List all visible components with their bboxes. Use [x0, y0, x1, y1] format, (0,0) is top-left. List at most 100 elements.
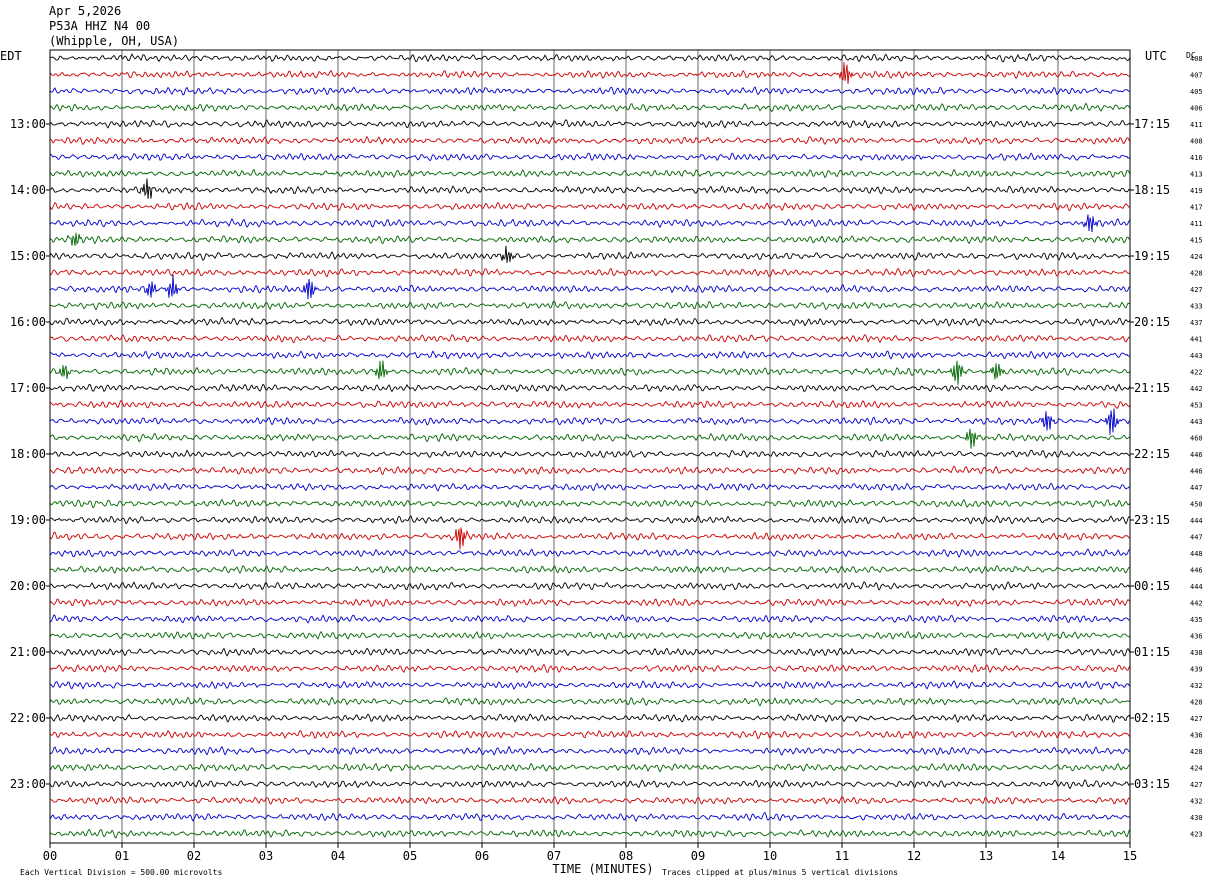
left-hour-label: 17:00: [10, 381, 46, 395]
seismic-trace: [49, 449, 1131, 459]
right-hour-label: 17:15: [1134, 117, 1170, 131]
seismic-trace: [49, 201, 1131, 212]
dc-offset-value: 427: [1190, 286, 1203, 294]
dc-offset-value: 450: [1190, 501, 1203, 509]
seismic-trace: [49, 360, 1131, 386]
x-tick-label: 09: [691, 849, 705, 863]
dc-offset-value: 428: [1190, 699, 1203, 707]
seismic-trace: [49, 565, 1131, 575]
dc-offset-value: 441: [1190, 336, 1203, 344]
seismic-trace: [49, 828, 1131, 839]
footer-clip-note: Traces clipped at plus/minus 5 vertical …: [662, 868, 898, 877]
right-hour-label: 21:15: [1134, 381, 1170, 395]
left-timezone-label: EDT: [0, 49, 22, 63]
seismic-trace: [49, 118, 1131, 129]
dc-offset-value: 416: [1190, 154, 1203, 162]
seismic-trace: [49, 548, 1131, 559]
dc-offset-value: 446: [1190, 468, 1203, 476]
seismic-trace: [49, 729, 1131, 740]
dc-offset-value: 427: [1190, 781, 1203, 789]
seismic-trace: [49, 53, 1131, 63]
x-tick-label: 10: [763, 849, 777, 863]
left-hour-label: 19:00: [10, 513, 46, 527]
dc-offset-value: 442: [1190, 385, 1203, 393]
dc-offset-value: 423: [1190, 831, 1203, 839]
seismic-trace: [49, 350, 1131, 360]
seismic-trace: [49, 267, 1131, 278]
seismic-trace: [49, 696, 1131, 707]
dc-offset-value: 428: [1190, 748, 1203, 756]
right-hour-label: 03:15: [1134, 777, 1170, 791]
x-tick-label: 07: [547, 849, 561, 863]
seismic-trace: [49, 795, 1131, 806]
seismic-trace: [49, 482, 1131, 492]
seismic-trace: [49, 663, 1131, 674]
dc-offset-value: 432: [1190, 682, 1203, 690]
seismic-trace: [49, 614, 1131, 624]
dc-offset-value: 438: [1190, 649, 1203, 657]
seismic-trace: [49, 300, 1131, 311]
dc-offset-value: 417: [1190, 204, 1203, 212]
seismic-trace: [49, 680, 1131, 690]
x-tick-label: 15: [1123, 849, 1137, 863]
seismic-trace: [49, 135, 1131, 146]
dc-offset-value: 419: [1190, 187, 1203, 195]
dc-offset-value: 436: [1190, 633, 1203, 641]
x-tick-label: 08: [619, 849, 633, 863]
dc-offset-value: 428: [1190, 270, 1203, 278]
dc-offset-value: 447: [1190, 484, 1203, 492]
x-tick-label: 05: [403, 849, 417, 863]
plot-frame: [49, 49, 1131, 844]
seismic-trace: [49, 762, 1131, 773]
dc-offset-value: 406: [1190, 105, 1203, 113]
dc-offset-value: 430: [1190, 814, 1203, 822]
right-hour-label: 22:15: [1134, 447, 1170, 461]
seismic-trace: [49, 152, 1131, 162]
dc-offset-value: 408: [1190, 55, 1203, 63]
left-hour-label: 14:00: [10, 183, 46, 197]
dc-offset-value: 413: [1190, 171, 1203, 179]
dc-offset-value: 432: [1190, 798, 1203, 806]
dc-offset-value: 436: [1190, 732, 1203, 740]
seismic-trace: [49, 62, 1131, 84]
seismic-trace: [49, 86, 1131, 96]
right-hour-label: 00:15: [1134, 579, 1170, 593]
trace-layer: [49, 53, 1131, 839]
dc-offset-value: 443: [1190, 352, 1203, 360]
seismic-trace: [49, 647, 1131, 657]
x-tick-label: 13: [979, 849, 993, 863]
seismic-trace: [49, 597, 1131, 608]
seismic-trace: [49, 214, 1131, 233]
left-hour-label: 20:00: [10, 579, 46, 593]
dc-offset-value: 411: [1190, 220, 1203, 228]
right-hour-label: 18:15: [1134, 183, 1170, 197]
dc-offset-value: 460: [1190, 435, 1203, 443]
header-date: Apr 5,2026: [49, 4, 121, 18]
seismic-trace: [49, 275, 1131, 300]
seismic-trace: [49, 333, 1131, 344]
x-tick-label: 04: [331, 849, 345, 863]
seismic-trace: [49, 178, 1131, 199]
left-hour-label: 16:00: [10, 315, 46, 329]
left-hour-label: 13:00: [10, 117, 46, 131]
dc-offset-value: 407: [1190, 72, 1203, 80]
seismic-trace: [49, 630, 1131, 642]
dc-offset-value: 437: [1190, 319, 1203, 327]
dc-offset-value: 447: [1190, 534, 1203, 542]
seismic-trace: [49, 383, 1131, 393]
dc-offset-value: 443: [1190, 418, 1203, 426]
left-hour-label: 15:00: [10, 249, 46, 263]
seismic-trace: [49, 745, 1131, 756]
x-tick-label: 00: [43, 849, 57, 863]
seismic-trace: [49, 168, 1131, 179]
dc-offset-value: 439: [1190, 666, 1203, 674]
dc-offset-value: 433: [1190, 303, 1203, 311]
seismic-trace: [49, 408, 1131, 435]
header-station: P53A HHZ N4 00: [49, 19, 150, 33]
x-tick-label: 02: [187, 849, 201, 863]
footer-scale-note: Each Vertical Division = 500.00 microvol…: [20, 868, 222, 877]
dc-offset-value: 435: [1190, 616, 1203, 624]
right-hour-label: 20:15: [1134, 315, 1170, 329]
dc-offset-value: 424: [1190, 765, 1203, 773]
